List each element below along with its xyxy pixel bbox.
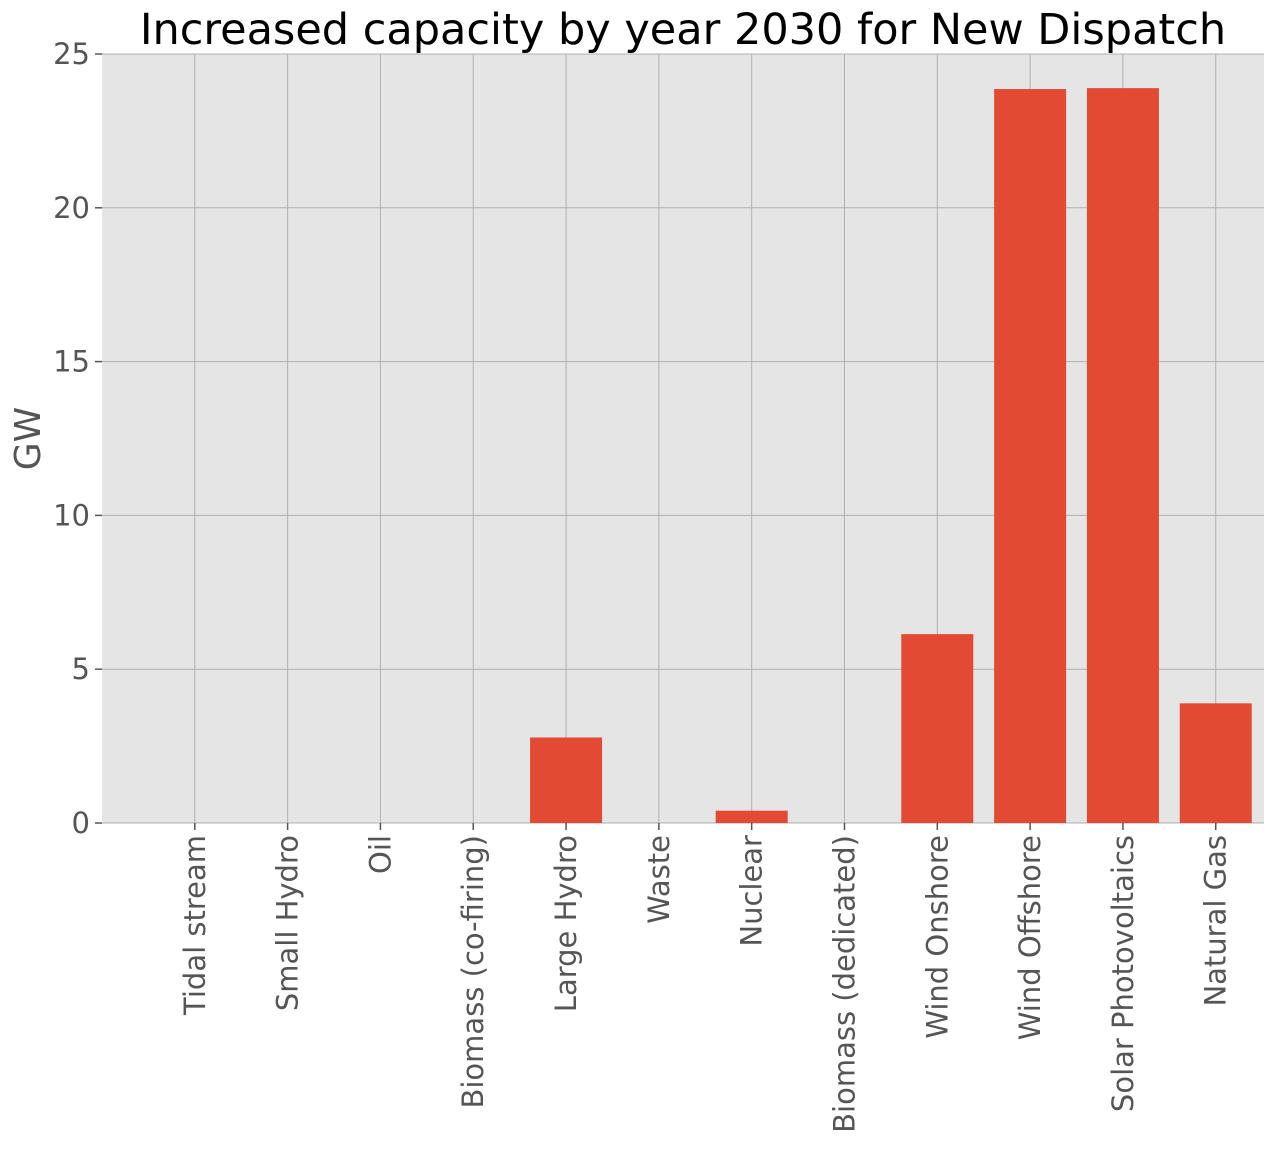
x-tick-label: Solar Photovoltaics xyxy=(1106,835,1140,1112)
bar-wind-offshore xyxy=(994,89,1067,823)
bar-wind-onshore xyxy=(901,634,974,823)
y-axis-ticks: 0 5 10 15 20 25 xyxy=(53,37,102,840)
x-tick-label: Small Hydro xyxy=(271,835,305,1011)
chart-title: Increased capacity by year 2030 for New … xyxy=(140,5,1226,55)
x-tick-label: Wind Offshore xyxy=(1013,835,1047,1040)
y-tick-label: 25 xyxy=(53,37,90,71)
grid-lines xyxy=(102,53,1264,824)
bar-solar-photovoltaics xyxy=(1086,88,1159,823)
y-axis-label: GW xyxy=(8,407,49,471)
y-tick-label: 0 xyxy=(72,806,90,840)
x-tick-label: Biomass (dedicated) xyxy=(827,835,861,1133)
x-tick-label: Wind Onshore xyxy=(920,835,954,1039)
x-tick-label: Waste xyxy=(642,835,676,924)
bar-large-hydro xyxy=(530,737,603,823)
bar-natural-gas xyxy=(1179,703,1252,823)
y-tick-label: 10 xyxy=(53,498,90,532)
x-tick-label: Natural Gas xyxy=(1199,835,1233,1007)
x-tick-label: Oil xyxy=(363,835,397,874)
y-tick-label: 20 xyxy=(53,191,90,225)
y-tick-label: 5 xyxy=(72,652,90,686)
bars xyxy=(530,88,1252,823)
bar-nuclear xyxy=(715,810,788,823)
x-tick-label: Tidal stream xyxy=(178,835,212,1016)
x-tick-label: Biomass (co-firing) xyxy=(456,835,490,1109)
x-axis-ticks: Tidal stream Small Hydro Oil Biomass (co-fi… xyxy=(178,823,1233,1133)
plot-area xyxy=(102,54,1264,823)
x-tick-label: Nuclear xyxy=(735,835,769,947)
x-tick-label: Large Hydro xyxy=(549,835,583,1012)
y-tick-label: 15 xyxy=(53,345,90,379)
